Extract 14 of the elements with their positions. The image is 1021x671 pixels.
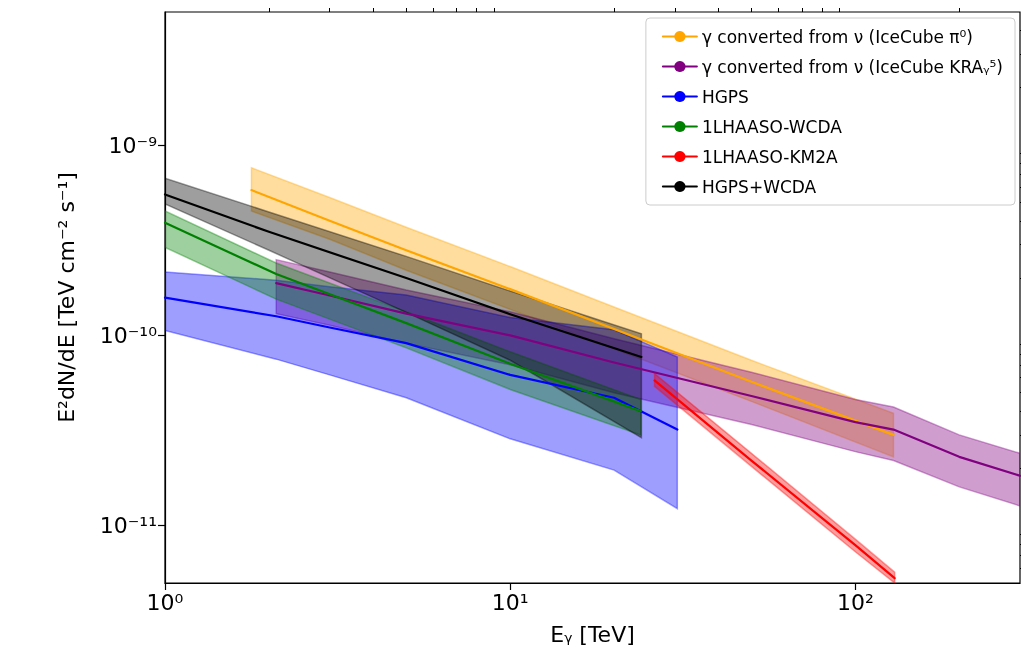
y-tick-label: 10⁻⁹ [108, 132, 157, 158]
x-tick-label: 10¹ [491, 589, 529, 615]
legend-label: HGPS [701, 86, 749, 107]
x-axis-title: Eᵧ [TeV] [550, 621, 635, 647]
x-tick-label: 10⁰ [146, 589, 184, 615]
legend-label: γ converted from ν (IceCube π⁰) [701, 26, 974, 47]
legend-label: γ converted from ν (IceCube KRAᵧ⁵) [701, 56, 1004, 77]
legend-label: HGPS+WCDA [701, 176, 817, 197]
legend-label: 1LHAASO-KM2A [701, 146, 839, 167]
y-tick-label: 10⁻¹⁰ [99, 322, 158, 348]
legend-label: 1LHAASO-WCDA [701, 116, 843, 137]
x-tick-label: 10² [836, 589, 874, 615]
y-axis-title: E²dN/dE [TeV cm⁻² s⁻¹] [53, 172, 79, 423]
y-tick-label: 10⁻¹¹ [99, 513, 157, 539]
